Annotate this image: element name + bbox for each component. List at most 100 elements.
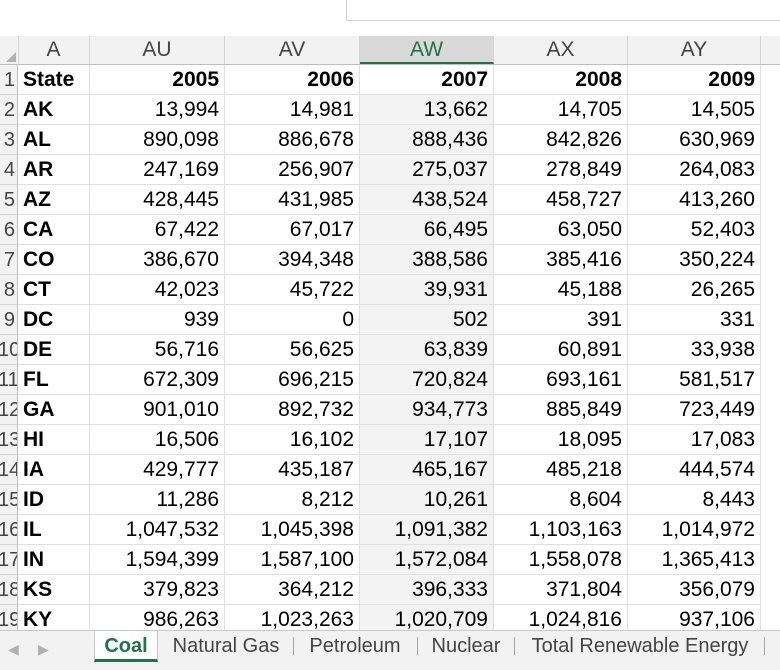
cell-value[interactable]: 885,849 bbox=[494, 395, 628, 425]
cell-value[interactable]: 66,495 bbox=[360, 215, 494, 245]
cell-value[interactable]: 892,732 bbox=[225, 395, 360, 425]
cell-value[interactable]: 842,826 bbox=[494, 125, 628, 155]
cell-value[interactable]: 16,102 bbox=[225, 425, 360, 455]
cell-value[interactable]: 14,705 bbox=[494, 95, 628, 125]
cell-value[interactable]: 939 bbox=[90, 305, 225, 335]
cell-value[interactable]: 14,981 bbox=[225, 95, 360, 125]
cell-state[interactable]: GA bbox=[18, 395, 90, 425]
cell-value[interactable]: 1,572,084 bbox=[360, 545, 494, 575]
sheet-tab-petroleum[interactable]: Petroleum bbox=[309, 635, 401, 657]
cell-value[interactable]: 888,436 bbox=[360, 125, 494, 155]
cell-value[interactable]: 39,931 bbox=[360, 275, 494, 305]
cell-value[interactable]: 264,083 bbox=[628, 155, 761, 185]
cell-state[interactable]: CT bbox=[18, 275, 90, 305]
cell-value[interactable]: 388,586 bbox=[360, 245, 494, 275]
cell-value[interactable]: 17,107 bbox=[360, 425, 494, 455]
cell-value[interactable]: 1,587,100 bbox=[225, 545, 360, 575]
cell-value[interactable]: 63,839 bbox=[360, 335, 494, 365]
row-number[interactable]: 6 bbox=[0, 215, 18, 245]
cell-state[interactable]: HI bbox=[18, 425, 90, 455]
cell-value[interactable]: 429,777 bbox=[90, 455, 225, 485]
cell-value[interactable]: 33,938 bbox=[628, 335, 761, 365]
scroll-right-icon[interactable]: ▶ bbox=[38, 641, 49, 657]
cell-value[interactable]: 13,662 bbox=[360, 95, 494, 125]
cell-value[interactable]: 42,023 bbox=[90, 275, 225, 305]
cell-year-header[interactable]: 2007 bbox=[360, 65, 494, 95]
cell-year-header[interactable]: 2008 bbox=[494, 65, 628, 95]
cell-state[interactable]: CA bbox=[18, 215, 90, 245]
cell-state[interactable]: CO bbox=[18, 245, 90, 275]
cell-value[interactable]: 275,037 bbox=[360, 155, 494, 185]
cell-value[interactable]: 672,309 bbox=[90, 365, 225, 395]
row-number[interactable]: 5 bbox=[0, 185, 18, 215]
column-header-au[interactable]: AU bbox=[90, 36, 225, 64]
cell-value[interactable]: 723,449 bbox=[628, 395, 761, 425]
cell-value[interactable]: 1,558,078 bbox=[494, 545, 628, 575]
cell-state[interactable]: DE bbox=[18, 335, 90, 365]
cell-state[interactable]: ID bbox=[18, 485, 90, 515]
cell-value[interactable]: 458,727 bbox=[494, 185, 628, 215]
cell-value[interactable]: 278,849 bbox=[494, 155, 628, 185]
cell-value[interactable]: 431,985 bbox=[225, 185, 360, 215]
row-number[interactable]: 10 bbox=[0, 335, 18, 365]
row-number[interactable]: 7 bbox=[0, 245, 18, 275]
cell-state[interactable]: AK bbox=[18, 95, 90, 125]
column-header-ay[interactable]: AY bbox=[628, 36, 761, 64]
cell-value[interactable]: 1,594,399 bbox=[90, 545, 225, 575]
cell-value[interactable]: 0 bbox=[225, 305, 360, 335]
cell-value[interactable]: 8,443 bbox=[628, 485, 761, 515]
cell-value[interactable]: 901,010 bbox=[90, 395, 225, 425]
cell-state[interactable]: IL bbox=[18, 515, 90, 545]
cell-value[interactable]: 1,365,413 bbox=[628, 545, 761, 575]
formula-input[interactable] bbox=[346, 0, 780, 21]
row-number[interactable]: 14 bbox=[0, 455, 18, 485]
cell-value[interactable]: 986,263 bbox=[90, 605, 225, 630]
cell-value[interactable]: 371,804 bbox=[494, 575, 628, 605]
cell-year-header[interactable]: 2005 bbox=[90, 65, 225, 95]
row-number[interactable]: 1 bbox=[0, 65, 18, 95]
select-all-button[interactable] bbox=[0, 36, 19, 64]
cell-state[interactable]: FL bbox=[18, 365, 90, 395]
cell-value[interactable]: 438,524 bbox=[360, 185, 494, 215]
cell-state-header[interactable]: State bbox=[18, 65, 90, 95]
cell-value[interactable]: 60,891 bbox=[494, 335, 628, 365]
cell-value[interactable]: 386,670 bbox=[90, 245, 225, 275]
cell-value[interactable]: 385,416 bbox=[494, 245, 628, 275]
cell-year-header[interactable]: 2006 bbox=[225, 65, 360, 95]
cell-value[interactable]: 8,212 bbox=[225, 485, 360, 515]
cell-value[interactable]: 16,506 bbox=[90, 425, 225, 455]
cell-value[interactable]: 937,106 bbox=[628, 605, 761, 630]
cell-value[interactable]: 413,260 bbox=[628, 185, 761, 215]
row-number[interactable]: 12 bbox=[0, 395, 18, 425]
cell-value[interactable]: 581,517 bbox=[628, 365, 761, 395]
cell-state[interactable]: AR bbox=[18, 155, 90, 185]
cell-value[interactable]: 14,505 bbox=[628, 95, 761, 125]
column-header-ax[interactable]: AX bbox=[494, 36, 628, 64]
cell-value[interactable]: 247,169 bbox=[90, 155, 225, 185]
cell-value[interactable]: 693,161 bbox=[494, 365, 628, 395]
row-number[interactable]: 19 bbox=[0, 605, 18, 630]
cell-state[interactable]: KY bbox=[18, 605, 90, 630]
cell-value[interactable]: 394,348 bbox=[225, 245, 360, 275]
cell-value[interactable]: 934,773 bbox=[360, 395, 494, 425]
cell-value[interactable]: 428,445 bbox=[90, 185, 225, 215]
cell-value[interactable]: 18,095 bbox=[494, 425, 628, 455]
cell-value[interactable]: 1,020,709 bbox=[360, 605, 494, 630]
cell-value[interactable]: 56,625 bbox=[225, 335, 360, 365]
cell-value[interactable]: 720,824 bbox=[360, 365, 494, 395]
cell-value[interactable]: 1,014,972 bbox=[628, 515, 761, 545]
cell-value[interactable]: 17,083 bbox=[628, 425, 761, 455]
cell-value[interactable]: 67,422 bbox=[90, 215, 225, 245]
row-number[interactable]: 17 bbox=[0, 545, 18, 575]
cell-value[interactable]: 465,167 bbox=[360, 455, 494, 485]
scroll-left-icon[interactable]: ◀ bbox=[8, 641, 19, 657]
cell-state[interactable]: DC bbox=[18, 305, 90, 335]
cell-value[interactable]: 26,265 bbox=[628, 275, 761, 305]
cell-value[interactable]: 485,218 bbox=[494, 455, 628, 485]
row-number[interactable]: 15 bbox=[0, 485, 18, 515]
cell-value[interactable]: 696,215 bbox=[225, 365, 360, 395]
cell-value[interactable]: 67,017 bbox=[225, 215, 360, 245]
cell-value[interactable]: 396,333 bbox=[360, 575, 494, 605]
cell-value[interactable]: 10,261 bbox=[360, 485, 494, 515]
cell-state[interactable]: AL bbox=[18, 125, 90, 155]
